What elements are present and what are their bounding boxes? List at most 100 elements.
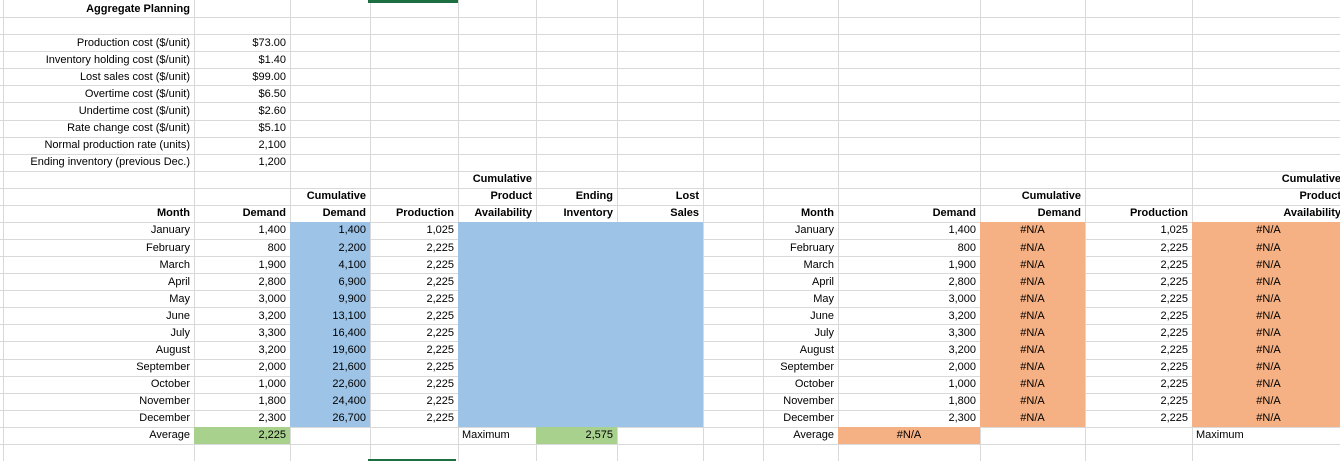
left-cell-month[interactable]: August [155, 344, 190, 356]
left-cell-demand[interactable]: 3,200 [258, 309, 286, 322]
left-cell-month[interactable]: January [150, 224, 190, 237]
param-label-ending-inventory[interactable]: Ending inventory (previous Dec.) [30, 156, 190, 169]
right-cell-cumulative-demand-error[interactable]: #N/A [1020, 275, 1045, 288]
right-cell-production[interactable]: 2,225 [1160, 241, 1188, 254]
left-cell-month[interactable]: June [166, 309, 190, 322]
param-label-undertime-cost[interactable]: Undertime cost ($/unit) [78, 104, 190, 117]
left-cell-cumulative-demand[interactable]: 16,400 [332, 326, 366, 339]
left-maximum-label[interactable]: Maximum [462, 429, 510, 442]
right-cell-month[interactable]: October [794, 378, 834, 391]
left-cell-production[interactable]: 2,225 [426, 361, 454, 374]
right-cell-cumulative-availability-error[interactable]: #N/A [1256, 224, 1281, 237]
left-cell-month[interactable]: March [159, 258, 190, 271]
right-cell-cumulative-demand-error[interactable]: #N/A [1020, 344, 1045, 356]
right-cell-production[interactable]: 2,225 [1160, 275, 1188, 288]
left-header-demand[interactable]: Demand [242, 207, 286, 220]
right-header-demand[interactable]: Demand [932, 207, 976, 220]
right-cell-production[interactable]: 2,225 [1160, 292, 1188, 305]
left-cell-demand[interactable]: 1,000 [258, 378, 286, 391]
right-header-cum-avail-line2[interactable]: Product [1299, 190, 1340, 203]
right-cell-production[interactable]: 2,225 [1160, 344, 1188, 356]
right-cell-month[interactable]: April [811, 275, 834, 288]
param-label-inventory-holding-cost[interactable]: Inventory holding cost ($/unit) [45, 53, 190, 66]
right-cell-demand[interactable]: 2,300 [948, 412, 976, 425]
left-cell-demand[interactable]: 3,000 [258, 292, 286, 305]
right-cell-production[interactable]: 1,025 [1160, 224, 1188, 237]
left-average-label[interactable]: Average [149, 429, 190, 442]
right-cell-cumulative-demand-error[interactable]: #N/A [1020, 412, 1045, 425]
right-cell-cumulative-demand-error[interactable]: #N/A [1020, 258, 1045, 271]
left-cell-production[interactable]: 2,225 [426, 344, 454, 356]
right-cell-demand[interactable]: 3,000 [948, 292, 976, 305]
left-cell-production[interactable]: 2,225 [426, 412, 454, 425]
left-cell-month[interactable]: October [150, 378, 190, 391]
left-cell-production[interactable]: 1,025 [426, 224, 454, 237]
left-cell-production[interactable]: 2,225 [426, 275, 454, 288]
left-header-cum-avail-line2[interactable]: Product [490, 190, 532, 203]
right-header-production[interactable]: Production [1129, 207, 1188, 220]
param-label-lost-sales-cost[interactable]: Lost sales cost ($/unit) [79, 70, 190, 83]
right-cell-month[interactable]: May [813, 292, 834, 305]
right-average-label[interactable]: Average [793, 429, 834, 442]
right-cell-demand[interactable]: 1,000 [948, 378, 976, 391]
right-header-month[interactable]: Month [801, 207, 834, 220]
left-header-cum-demand-line2[interactable]: Demand [322, 207, 366, 220]
right-cell-month[interactable]: September [780, 361, 834, 374]
right-cell-cumulative-demand-error[interactable]: #N/A [1020, 224, 1045, 237]
left-cell-production[interactable]: 2,225 [426, 309, 454, 322]
right-cell-production[interactable]: 2,225 [1160, 395, 1188, 408]
right-cell-cumulative-availability-error[interactable]: #N/A [1256, 326, 1281, 339]
right-header-cum-avail-line3[interactable]: Availability [1283, 207, 1340, 220]
right-header-cum-avail-line1[interactable]: Cumulative [1281, 173, 1340, 186]
left-header-cum-avail-line1[interactable]: Cumulative [472, 173, 532, 186]
param-value-undertime-cost[interactable]: $2.60 [258, 104, 286, 117]
left-header-ending-inv-line1[interactable]: Ending [575, 190, 613, 203]
left-cell-cumulative-demand[interactable]: 6,900 [338, 275, 366, 288]
right-average-value[interactable]: #N/A [896, 429, 922, 442]
param-value-lost-sales-cost[interactable]: $99.00 [252, 70, 286, 83]
left-header-production[interactable]: Production [395, 207, 454, 220]
param-value-inventory-holding-cost[interactable]: $1.40 [258, 53, 286, 66]
right-cell-demand[interactable]: 2,800 [948, 275, 976, 288]
left-cell-production[interactable]: 2,225 [426, 395, 454, 408]
left-cell-month[interactable]: November [139, 395, 190, 408]
right-cell-month[interactable]: February [789, 241, 834, 254]
left-cell-production[interactable]: 2,225 [426, 241, 454, 254]
right-cell-cumulative-availability-error[interactable]: #N/A [1256, 241, 1281, 254]
right-cell-month[interactable]: December [783, 412, 834, 425]
left-cell-demand[interactable]: 1,400 [258, 224, 286, 237]
right-cell-demand[interactable]: 3,300 [948, 326, 976, 339]
right-cell-cumulative-availability-error[interactable]: #N/A [1256, 395, 1281, 408]
right-cell-month[interactable]: March [803, 258, 834, 271]
right-cell-cumulative-demand-error[interactable]: #N/A [1020, 378, 1045, 391]
left-header-month[interactable]: Month [157, 207, 190, 220]
right-cell-demand[interactable]: 800 [957, 241, 976, 254]
right-header-cum-demand-line2[interactable]: Demand [1037, 207, 1081, 220]
left-cell-demand[interactable]: 2,300 [258, 412, 286, 425]
right-cell-production[interactable]: 2,225 [1160, 378, 1188, 391]
right-cell-production[interactable]: 2,225 [1160, 412, 1188, 425]
right-cell-cumulative-availability-error[interactable]: #N/A [1256, 378, 1281, 391]
left-cell-cumulative-demand[interactable]: 4,100 [338, 258, 366, 271]
right-maximum-label[interactable]: Maximum [1196, 429, 1244, 442]
right-cell-demand[interactable]: 3,200 [948, 344, 976, 356]
left-cell-cumulative-demand[interactable]: 19,600 [332, 344, 366, 356]
right-cell-demand[interactable]: 2,000 [948, 361, 976, 374]
left-header-cum-avail-line3[interactable]: Availability [474, 207, 532, 220]
param-value-ending-inventory[interactable]: 1,200 [258, 156, 286, 169]
right-cell-demand[interactable]: 3,200 [948, 309, 976, 322]
right-cell-demand[interactable]: 1,800 [948, 395, 976, 408]
left-cell-cumulative-demand[interactable]: 13,100 [332, 309, 366, 322]
left-cell-cumulative-demand[interactable]: 1,400 [338, 224, 366, 237]
left-header-cum-demand-line1[interactable]: Cumulative [306, 190, 366, 203]
right-cell-cumulative-availability-error[interactable]: #N/A [1256, 309, 1281, 322]
right-header-cum-demand-line1[interactable]: Cumulative [1021, 190, 1081, 203]
left-average-value[interactable]: 2,225 [258, 429, 286, 442]
right-cell-demand[interactable]: 1,900 [948, 258, 976, 271]
left-cell-demand[interactable]: 3,200 [258, 344, 286, 356]
right-cell-cumulative-availability-error[interactable]: #N/A [1256, 361, 1281, 374]
left-header-lost-sales-line2[interactable]: Sales [670, 207, 699, 220]
left-header-ending-inv-line2[interactable]: Inventory [563, 207, 613, 220]
left-cell-cumulative-demand[interactable]: 22,600 [332, 378, 366, 391]
left-cell-production[interactable]: 2,225 [426, 258, 454, 271]
